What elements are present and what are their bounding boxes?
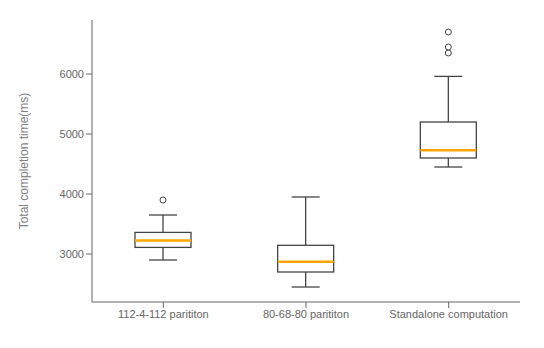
svg-text:Standalone computation: Standalone computation xyxy=(389,308,508,320)
svg-text:3000: 3000 xyxy=(60,248,84,260)
svg-text:Total completion time(ms): Total completion time(ms) xyxy=(17,93,31,230)
svg-text:5000: 5000 xyxy=(60,128,84,140)
svg-text:6000: 6000 xyxy=(60,68,84,80)
svg-text:112-4-112 parititon: 112-4-112 parititon xyxy=(118,308,209,320)
svg-text:4000: 4000 xyxy=(60,188,84,200)
svg-text:80-68-80 parititon: 80-68-80 parititon xyxy=(263,308,349,320)
